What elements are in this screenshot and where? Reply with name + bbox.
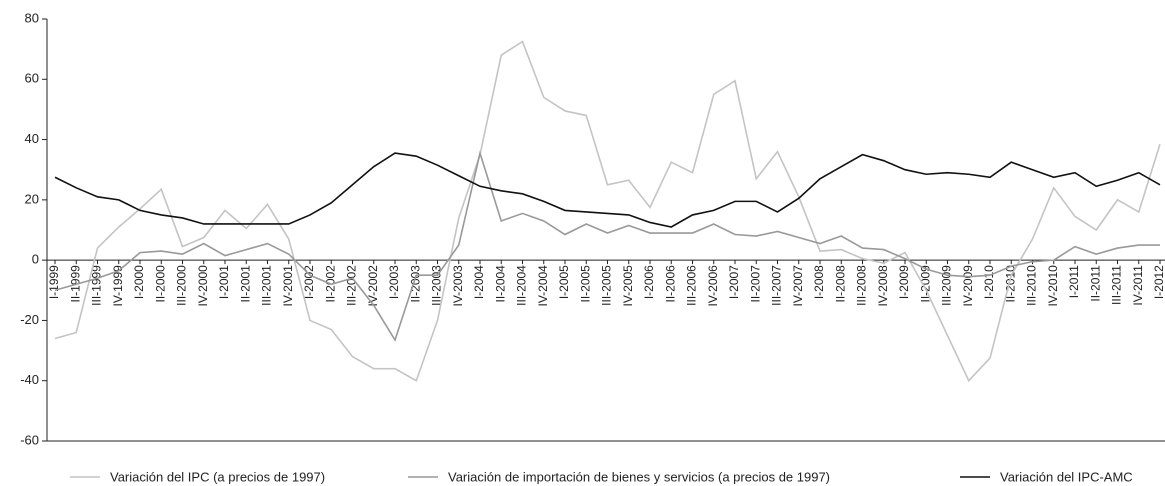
x-tick-label: II-2003 — [408, 265, 422, 303]
x-tick-label: III-2007 — [770, 265, 784, 306]
x-tick-label: III-2000 — [175, 265, 189, 306]
x-tick-label: IV-2009 — [961, 265, 975, 307]
x-tick-label: I-2012 — [1152, 265, 1165, 299]
legend-label: Variación del IPC-AMC — [1000, 469, 1133, 484]
x-tick-label: IV-2001 — [281, 265, 295, 307]
x-tick-label: I-2005 — [557, 265, 571, 299]
x-tick-label: I-2010 — [982, 265, 996, 299]
x-tick-label: I-2011 — [1067, 265, 1081, 298]
x-tick-label: III-2008 — [855, 265, 869, 306]
x-tick-label: II-2011 — [1088, 265, 1102, 302]
x-tick-label: II-2009 — [918, 265, 932, 303]
x-tick-label: III-2001 — [260, 265, 274, 306]
x-tick-label: II-2005 — [578, 265, 592, 303]
y-tick-label: -20 — [20, 312, 39, 327]
x-tick-label: III-2002 — [345, 265, 359, 306]
y-tick-label: 80 — [25, 10, 39, 25]
x-tick-label: II-2004 — [493, 265, 507, 303]
x-tick-label: IV-1999 — [111, 265, 125, 307]
x-tick-label: IV-2004 — [536, 265, 550, 307]
y-tick-label: 60 — [25, 71, 39, 86]
y-tick-label: 0 — [32, 252, 39, 267]
x-tick-label: II-2008 — [833, 265, 847, 303]
x-tick-label: IV-2007 — [791, 265, 805, 307]
x-tick-label: IV-2006 — [706, 265, 720, 307]
x-tick-label: IV-2010 — [1046, 265, 1060, 307]
legend-label: Variación del IPC (a precios de 1997) — [110, 469, 325, 484]
x-tick-label: I-2004 — [472, 265, 486, 299]
x-tick-label: I-2001 — [217, 265, 231, 299]
x-tick-label: IV-2003 — [451, 265, 465, 307]
series-line — [54, 40, 1161, 383]
series-line — [54, 150, 1160, 342]
x-tick-label: II-1999 — [68, 265, 82, 303]
x-tick-label: II-2001 — [238, 265, 252, 303]
series-line — [54, 152, 1161, 228]
x-tick-label: III-2010 — [1025, 265, 1039, 306]
x-tick-label: I-2009 — [897, 265, 911, 299]
x-tick-label: I-2008 — [812, 265, 826, 299]
legend-label: Variación de importación de bienes y ser… — [448, 469, 830, 484]
x-tick-label: III-2005 — [600, 265, 614, 306]
y-tick-label: -60 — [20, 432, 39, 447]
x-tick-label: I-2006 — [642, 265, 656, 299]
x-tick-label: III-2004 — [515, 265, 529, 306]
x-tick-label: IV-2002 — [366, 265, 380, 307]
x-tick-label: III-2011 — [1110, 265, 1124, 305]
x-tick-label: II-2000 — [153, 265, 167, 303]
y-tick-label: -40 — [20, 372, 39, 387]
x-tick-label: IV-2008 — [876, 265, 890, 307]
x-tick-label: I-2002 — [302, 265, 316, 299]
x-tick-label: IV-2011 — [1131, 265, 1145, 306]
y-tick-label: 40 — [25, 131, 39, 146]
x-tick-label: II-2006 — [663, 265, 677, 303]
x-tick-label: IV-2000 — [196, 265, 210, 307]
x-tick-label: III-1999 — [90, 265, 104, 306]
x-tick-label: IV-2005 — [621, 265, 635, 307]
x-tick-label: I-2003 — [387, 265, 401, 299]
x-tick-label: I-1999 — [47, 265, 61, 299]
y-tick-label: 20 — [25, 191, 39, 206]
x-tick-label: III-2006 — [685, 265, 699, 306]
x-tick-label: II-2007 — [748, 265, 762, 303]
x-tick-label: I-2000 — [132, 265, 146, 299]
x-tick-label: III-2009 — [940, 265, 954, 306]
x-tick-label: I-2007 — [727, 265, 741, 299]
